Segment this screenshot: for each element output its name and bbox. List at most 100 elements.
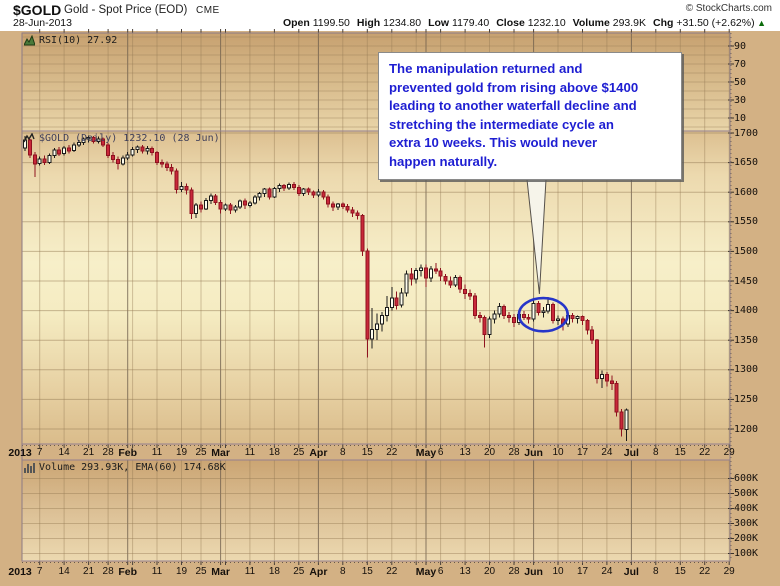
- x-axis-label: 2013: [8, 566, 32, 578]
- quote-summary: Open 1199.50 High 1234.80 Low 1179.40 Close…: [276, 17, 766, 29]
- quote-field-label: Chg: [653, 17, 674, 29]
- x-axis-label: 13: [459, 566, 471, 577]
- x-axis-label: 22: [386, 447, 398, 458]
- x-axis-label: Jun: [524, 447, 543, 459]
- exchange-label: CME: [196, 5, 220, 16]
- quote-field-label: Open: [282, 17, 310, 29]
- price-panel-background: [22, 131, 730, 444]
- annotation-line: extra 10 weeks. This would never: [389, 135, 598, 151]
- volume-panel-background: [22, 460, 730, 561]
- x-axis-label: 28: [102, 447, 114, 458]
- x-axis-label: 25: [195, 447, 207, 458]
- x-axis-label: 19: [175, 566, 188, 577]
- rsi-legend-text: RSI(10) 27.92: [39, 35, 118, 46]
- annotation-line: stretching the intermediate cycle an: [389, 116, 614, 132]
- price-axis-tick-label: 1200: [734, 423, 759, 435]
- x-axis-label: 11: [244, 566, 256, 577]
- highlight-ellipse: [517, 296, 569, 333]
- x-axis-label: 10: [552, 447, 564, 458]
- x-axis-label: 25: [293, 447, 305, 458]
- x-axis-label: 14: [58, 447, 70, 458]
- date-label: 28-Jun-2013: [13, 17, 72, 29]
- x-axis-label: 25: [293, 566, 305, 577]
- rsi-axis-tick-label: 10: [734, 112, 747, 124]
- quote-field-value: 1234.80: [380, 17, 422, 29]
- callout-pointer: [526, 179, 547, 295]
- x-axis-label: 15: [361, 566, 373, 577]
- x-axis-label: 29: [723, 447, 735, 458]
- x-axis-label: 28: [508, 447, 520, 458]
- price-axis-tick-label: 1550: [734, 216, 759, 228]
- quote-field-label: Volume: [572, 17, 610, 29]
- x-axis-label: 11: [151, 566, 163, 577]
- x-axis-label: 20: [483, 566, 496, 577]
- price-legend: $GOLD (Daily) 1232.10 (28 Jun): [24, 133, 220, 144]
- price-axis-tick-label: 1400: [734, 305, 759, 317]
- quote-field-value: 293.9K: [609, 17, 647, 29]
- quote-field-value: 1179.40: [449, 17, 490, 29]
- volume-axis-tick-label: 100K: [734, 548, 759, 559]
- candlestick-series: [23, 135, 629, 442]
- x-axis-label: 29: [723, 566, 735, 577]
- x-axis-label: Jul: [623, 566, 639, 578]
- x-axis-label: 21: [83, 447, 95, 458]
- volume-legend: Volume 293.93K, EMA(60) 174.68K: [24, 462, 226, 473]
- x-axis-label: 18: [268, 447, 280, 458]
- volume-axis-tick-label: 500K: [734, 488, 759, 499]
- x-axis-label: 15: [361, 447, 373, 458]
- price-axis-tick-label: 1600: [734, 186, 759, 198]
- x-axis-label: 15: [674, 447, 686, 458]
- x-axis-label: Jun: [524, 566, 543, 578]
- volume-axis-tick-label: 200K: [734, 533, 759, 544]
- rsi-axis-tick-label: 30: [734, 94, 747, 106]
- x-axis-label: 24: [601, 566, 613, 577]
- x-axis-label: May: [415, 447, 437, 459]
- x-axis-label: 28: [508, 566, 520, 577]
- volume-legend-text: Volume 293.93K, EMA(60) 174.68K: [39, 462, 226, 473]
- annotation-line: The manipulation returned and: [389, 61, 583, 76]
- x-axis-label: 28: [102, 566, 114, 577]
- x-axis-label: 15: [674, 566, 686, 577]
- x-axis-label: Apr: [309, 566, 328, 578]
- x-axis-label: 8: [340, 566, 346, 577]
- symbol-label: $GOLD: [13, 2, 62, 18]
- x-axis-label: 8: [653, 447, 659, 458]
- quote-field-label: Close: [496, 17, 525, 29]
- chart-title: Gold - Spot Price (EOD): [64, 4, 188, 16]
- quote-field-label: High: [356, 17, 381, 29]
- price-axis-tick-label: 1650: [734, 157, 759, 169]
- x-axis-label: 18: [268, 566, 280, 577]
- quote-field-value: 1199.50: [309, 17, 350, 29]
- x-axis-label: Mar: [211, 447, 230, 459]
- annotation-line: happen naturally.: [389, 153, 498, 169]
- price-axis-tick-label: 1300: [734, 364, 759, 376]
- annotation-line: prevented gold from rising above $1400: [389, 79, 639, 95]
- rsi-legend: RSI(10) 27.92: [24, 35, 117, 46]
- price-axis-tick-label: 1350: [734, 334, 759, 346]
- price-line-icon: [24, 133, 35, 143]
- price-axis-tick-label: 1500: [734, 245, 759, 257]
- x-axis-label: 7: [36, 566, 43, 577]
- x-axis-label: 8: [340, 447, 346, 458]
- x-axis-label: Feb: [118, 447, 138, 459]
- x-axis-label: Feb: [118, 566, 138, 578]
- x-axis-label: 8: [653, 566, 659, 577]
- x-axis-label: 22: [699, 447, 711, 458]
- x-axis-label: May: [415, 566, 437, 578]
- volume-axis-tick-label: 600K: [734, 473, 759, 484]
- x-axis-label: 22: [386, 566, 398, 577]
- volume-axis-tick-label: 400K: [734, 503, 759, 514]
- x-axis-label: 25: [195, 566, 207, 577]
- price-axis-tick-label: 1700: [734, 127, 759, 139]
- annotation-note: The manipulation returned and prevented g…: [378, 52, 682, 180]
- x-axis-label: 13: [459, 447, 471, 458]
- price-legend-text: $GOLD (Daily) 1232.10 (28 Jun): [39, 133, 220, 144]
- rsi-axis-tick-label: 90: [734, 40, 747, 52]
- x-axis-label: 7: [36, 447, 43, 458]
- change-up-triangle-icon: ▲: [754, 18, 766, 28]
- x-axis-label: 11: [151, 447, 163, 458]
- x-axis-label: 6: [437, 447, 444, 458]
- x-axis-label: 17: [576, 566, 589, 577]
- x-axis-label: Mar: [211, 566, 230, 578]
